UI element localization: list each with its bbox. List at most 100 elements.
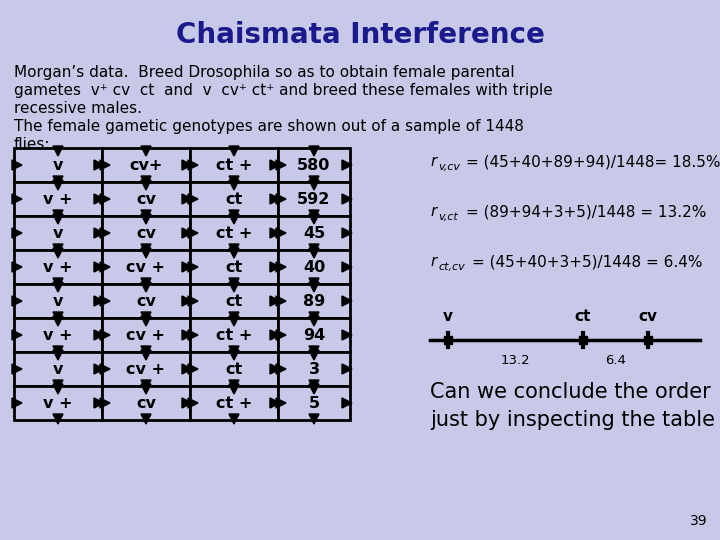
Text: = (89+94+3+5)/1448 = 13.2%: = (89+94+3+5)/1448 = 13.2%: [466, 205, 706, 219]
Polygon shape: [229, 176, 239, 186]
Polygon shape: [182, 330, 192, 340]
Polygon shape: [229, 312, 239, 322]
Polygon shape: [53, 380, 63, 390]
Polygon shape: [100, 330, 110, 340]
Polygon shape: [141, 176, 151, 186]
Polygon shape: [342, 228, 352, 238]
Bar: [278, 182, 350, 216]
Polygon shape: [182, 296, 192, 306]
Polygon shape: [342, 262, 352, 272]
Polygon shape: [309, 282, 319, 292]
Polygon shape: [141, 414, 151, 424]
Polygon shape: [141, 278, 151, 288]
Bar: [102, 148, 190, 182]
Text: 13.2: 13.2: [500, 354, 531, 367]
Polygon shape: [188, 262, 198, 272]
Polygon shape: [270, 160, 280, 170]
Polygon shape: [229, 180, 239, 190]
Polygon shape: [188, 160, 198, 170]
Text: v +: v +: [43, 260, 73, 274]
Text: ct +: ct +: [216, 226, 252, 240]
Text: just by inspecting the table ?: just by inspecting the table ?: [430, 410, 720, 430]
Polygon shape: [342, 160, 352, 170]
Bar: [190, 250, 278, 284]
Polygon shape: [309, 380, 319, 390]
Polygon shape: [309, 346, 319, 356]
Polygon shape: [12, 330, 22, 340]
Polygon shape: [141, 316, 151, 326]
Polygon shape: [182, 398, 192, 408]
Bar: [278, 386, 350, 420]
Text: flies:: flies:: [14, 137, 50, 152]
Polygon shape: [229, 278, 239, 288]
Text: ct: ct: [225, 361, 243, 376]
Text: ct: ct: [225, 260, 243, 274]
Bar: [190, 386, 278, 420]
Polygon shape: [309, 350, 319, 360]
Text: cv: cv: [639, 309, 657, 324]
Text: 39: 39: [690, 514, 708, 528]
Text: v +: v +: [43, 327, 73, 342]
Polygon shape: [53, 176, 63, 186]
Text: ct +: ct +: [216, 395, 252, 410]
Polygon shape: [53, 414, 63, 424]
Text: cv: cv: [136, 294, 156, 308]
Polygon shape: [53, 346, 63, 356]
Polygon shape: [276, 330, 286, 340]
Polygon shape: [188, 398, 198, 408]
Bar: [278, 216, 350, 250]
Bar: [14, 216, 102, 250]
Polygon shape: [141, 312, 151, 322]
Polygon shape: [188, 194, 198, 204]
Polygon shape: [309, 278, 319, 288]
Polygon shape: [276, 296, 286, 306]
Polygon shape: [12, 194, 22, 204]
Polygon shape: [12, 262, 22, 272]
Polygon shape: [12, 296, 22, 306]
Polygon shape: [141, 244, 151, 254]
Bar: [278, 284, 350, 318]
Text: ct +: ct +: [216, 158, 252, 172]
Text: cv: cv: [136, 226, 156, 240]
Polygon shape: [229, 316, 239, 326]
Polygon shape: [53, 312, 63, 322]
Bar: [14, 182, 102, 216]
Polygon shape: [342, 330, 352, 340]
Bar: [190, 182, 278, 216]
Polygon shape: [309, 210, 319, 220]
Polygon shape: [141, 180, 151, 190]
Polygon shape: [270, 364, 280, 374]
Polygon shape: [53, 210, 63, 220]
Polygon shape: [182, 364, 192, 374]
Bar: [102, 284, 190, 318]
Polygon shape: [94, 330, 104, 340]
Polygon shape: [12, 398, 22, 408]
Text: r: r: [430, 254, 436, 269]
Polygon shape: [342, 364, 352, 374]
Text: v,ct: v,ct: [438, 212, 458, 222]
Bar: [102, 318, 190, 352]
Text: v: v: [53, 294, 63, 308]
Polygon shape: [12, 228, 22, 238]
Bar: [190, 352, 278, 386]
Text: v: v: [443, 309, 453, 324]
Polygon shape: [188, 330, 198, 340]
Text: The female gametic genotypes are shown out of a sample of 1448: The female gametic genotypes are shown o…: [14, 119, 524, 134]
Text: v +: v +: [43, 395, 73, 410]
Polygon shape: [270, 228, 280, 238]
Polygon shape: [100, 228, 110, 238]
Polygon shape: [94, 296, 104, 306]
Text: v: v: [53, 226, 63, 240]
Polygon shape: [229, 414, 239, 424]
Polygon shape: [53, 146, 63, 156]
Polygon shape: [53, 214, 63, 224]
Polygon shape: [12, 160, 22, 170]
Polygon shape: [309, 384, 319, 394]
Polygon shape: [100, 364, 110, 374]
Polygon shape: [141, 346, 151, 356]
Polygon shape: [229, 214, 239, 224]
Text: r: r: [430, 154, 436, 170]
Polygon shape: [94, 262, 104, 272]
Polygon shape: [100, 262, 110, 272]
Text: 5: 5: [308, 395, 320, 410]
